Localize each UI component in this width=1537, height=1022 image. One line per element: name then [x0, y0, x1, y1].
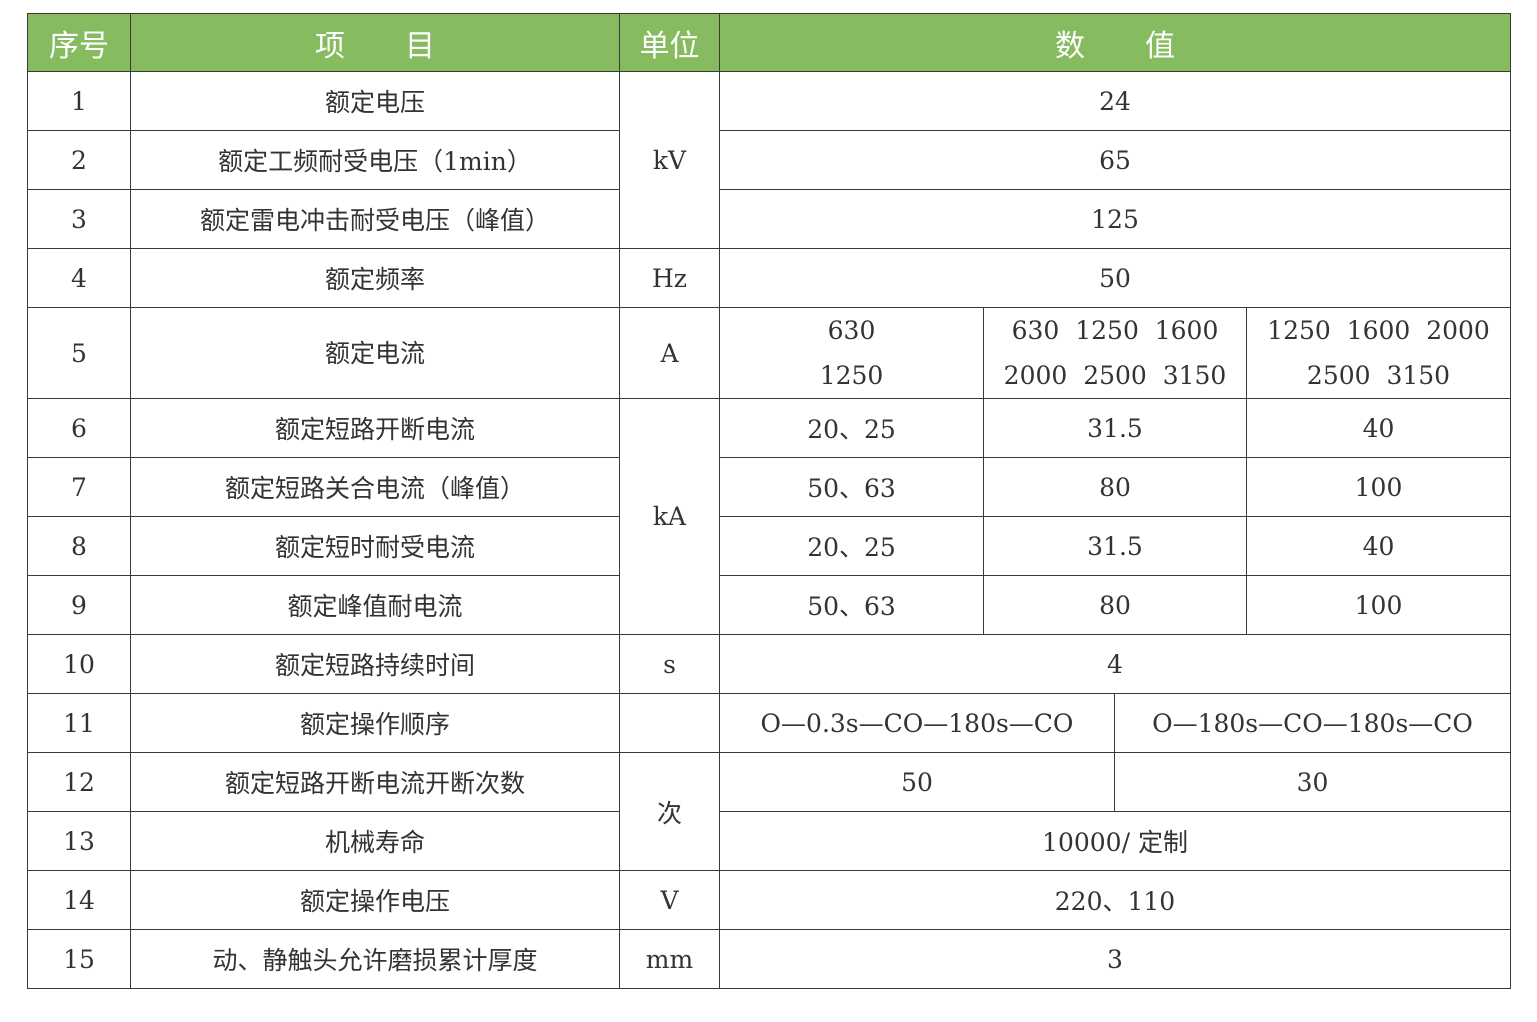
row-item: 额定短路关合电流（峰值） — [130, 457, 620, 517]
row-value: 40 — [1246, 516, 1511, 576]
value-line: 630 — [827, 316, 876, 345]
row-item: 动、静触头允许磨损累计厚度 — [130, 929, 620, 989]
row-no: 5 — [27, 307, 131, 399]
row-value: O—0.3s—CO—180s—CO — [719, 693, 1115, 753]
row-item: 额定短时耐受电流 — [130, 516, 620, 576]
row-item: 额定雷电冲击耐受电压（峰值） — [130, 189, 620, 249]
table-row: 9 额定峰值耐电流 50、63 80 100 — [27, 575, 1511, 635]
table-row: 1 额定电压 kV 24 — [27, 71, 1511, 249]
row-unit: A — [619, 307, 720, 399]
table-row: 7 额定短路关合电流（峰值） 50、63 80 100 — [27, 457, 1511, 517]
row-item: 额定频率 — [130, 248, 620, 308]
row-item: 额定操作顺序 — [130, 693, 620, 753]
table-row: 2 额定工频耐受电压（1min） 65 — [27, 130, 1511, 190]
table-row: 12 额定短路开断电流开断次数 次 50 30 — [27, 752, 1511, 871]
row-no: 11 — [27, 693, 131, 753]
row-value: 630 1250 1600 2000 2500 3150 — [983, 307, 1247, 399]
value-line: 630 1250 1600 — [1011, 316, 1219, 345]
row-value: 100 — [1246, 575, 1511, 635]
row-no: 2 — [27, 130, 131, 190]
row-value: 3 — [719, 929, 1511, 989]
row-value: 100 — [1246, 457, 1511, 517]
header-value: 数 值 — [719, 13, 1511, 72]
row-value: 10000/ 定制 — [719, 811, 1511, 871]
row-value: 4 — [719, 634, 1511, 694]
row-value: 50 — [719, 248, 1511, 308]
row-value: 50、63 — [719, 575, 984, 635]
row-no: 8 — [27, 516, 131, 576]
row-no: 7 — [27, 457, 131, 517]
spec-table: 序号 项 目 单位 数 值 1 额定电压 kV 24 2 额定工频耐受电压（1m… — [27, 13, 1511, 989]
table-row: 8 额定短时耐受电流 20、25 31.5 40 — [27, 516, 1511, 576]
header-no: 序号 — [27, 13, 131, 72]
row-no: 9 — [27, 575, 131, 635]
row-value: 125 — [719, 189, 1511, 249]
row-no: 1 — [27, 71, 131, 131]
table-row: 15 动、静触头允许磨损累计厚度 mm 3 — [27, 929, 1511, 989]
row-item: 额定电流 — [130, 307, 620, 399]
row-item: 额定工频耐受电压（1min） — [130, 130, 620, 190]
row-unit: kV — [619, 71, 720, 249]
row-unit: kA — [619, 398, 720, 635]
table-row: 6 额定短路开断电流 kA 20、25 31.5 40 — [27, 398, 1511, 635]
row-value: 65 — [719, 130, 1511, 190]
row-unit: Hz — [619, 248, 720, 308]
table-row: 13 机械寿命 10000/ 定制 — [27, 811, 1511, 871]
row-value: 24 — [719, 71, 1511, 131]
row-value: 80 — [983, 575, 1247, 635]
row-value: O—180s—CO—180s—CO — [1114, 693, 1511, 753]
row-item: 机械寿命 — [130, 811, 620, 871]
row-no: 3 — [27, 189, 131, 249]
row-value: 20、25 — [719, 398, 984, 458]
table-row: 5 额定电流 A 630 1250 630 1250 1600 2000 2500 … — [27, 307, 1511, 399]
row-unit: 次 — [619, 752, 720, 871]
row-unit — [619, 693, 720, 753]
value-line: 1250 1600 2000 — [1267, 316, 1490, 345]
row-value: 80 — [983, 457, 1247, 517]
header-row: 序号 项 目 单位 数 值 — [27, 13, 1511, 72]
row-no: 14 — [27, 870, 131, 930]
row-value: 31.5 — [983, 516, 1247, 576]
row-no: 4 — [27, 248, 131, 308]
row-item: 额定短路开断电流开断次数 — [130, 752, 620, 812]
row-value: 1250 1600 2000 2500 3150 — [1246, 307, 1511, 399]
row-unit: mm — [619, 929, 720, 989]
row-item: 额定电压 — [130, 71, 620, 131]
row-unit: V — [619, 870, 720, 930]
table-row: 4 额定频率 Hz 50 — [27, 248, 1511, 308]
row-no: 12 — [27, 752, 131, 812]
row-value: 220、110 — [719, 870, 1511, 930]
row-value: 630 1250 — [719, 307, 984, 399]
row-item: 额定峰值耐电流 — [130, 575, 620, 635]
row-value: 31.5 — [983, 398, 1247, 458]
row-value: 30 — [1114, 752, 1511, 812]
table-row: 3 额定雷电冲击耐受电压（峰值） 125 — [27, 189, 1511, 249]
header-unit: 单位 — [619, 13, 720, 72]
row-value: 50 — [719, 752, 1115, 812]
row-value: 20、25 — [719, 516, 984, 576]
value-line: 1250 — [819, 361, 884, 390]
row-value: 50、63 — [719, 457, 984, 517]
row-no: 10 — [27, 634, 131, 694]
row-item: 额定操作电压 — [130, 870, 620, 930]
row-item: 额定短路持续时间 — [130, 634, 620, 694]
header-item: 项 目 — [130, 13, 620, 72]
table-row: 11 额定操作顺序 O—0.3s—CO—180s—CO O—180s—CO—18… — [27, 693, 1511, 753]
row-no: 15 — [27, 929, 131, 989]
table-row: 10 额定短路持续时间 s 4 — [27, 634, 1511, 694]
row-no: 6 — [27, 398, 131, 458]
row-no: 13 — [27, 811, 131, 871]
table-row: 14 额定操作电压 V 220、110 — [27, 870, 1511, 930]
value-line: 2500 3150 — [1306, 361, 1451, 390]
value-line: 2000 2500 3150 — [1003, 361, 1227, 390]
row-value: 40 — [1246, 398, 1511, 458]
row-item: 额定短路开断电流 — [130, 398, 620, 458]
row-unit: s — [619, 634, 720, 694]
